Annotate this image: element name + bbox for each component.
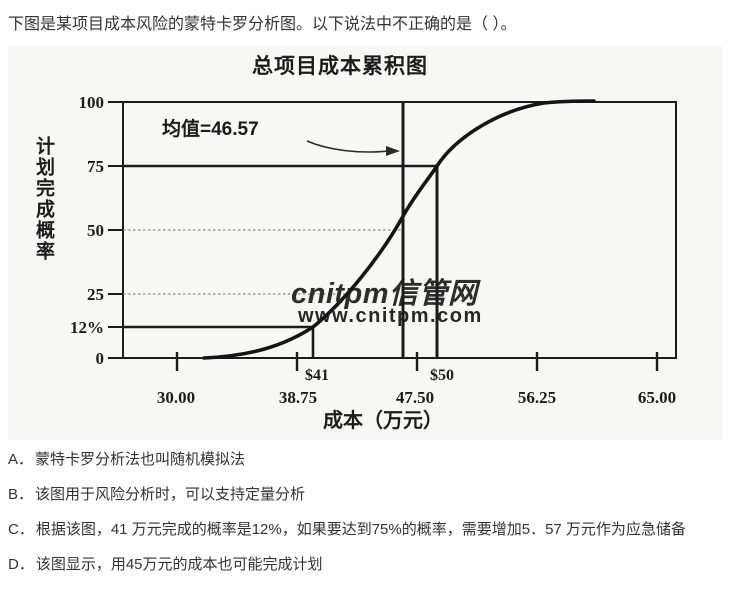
y-tick-75: 75 [87, 157, 104, 176]
question-text: 下图是某项目成本风险的蒙特卡罗分析图。以下说法中不正确的是（ ）。 [8, 16, 517, 33]
cost-41-label: $41 [305, 367, 329, 384]
option-a-text: 蒙特卡罗分析法也叫随机模拟法 [35, 451, 246, 468]
x-tick-56-25: 56.25 [518, 388, 556, 407]
option-d[interactable]: D． 该图显示，用45万元的成本也可能完成计划 [8, 555, 747, 575]
y-tick-50: 50 [87, 221, 104, 240]
y-tick-100: 100 [79, 93, 105, 112]
watermark-brand: cnitpm信管网 [291, 277, 481, 310]
x-axis-ticks [175, 352, 659, 371]
option-a[interactable]: A． 蒙特卡罗分析法也叫随机模拟法 [8, 450, 747, 470]
mean-arrow-shaft [306, 140, 389, 153]
option-c-label: C． [8, 521, 34, 538]
option-b-text: 该图用于风险分析时，可以支持定量分析 [35, 486, 306, 503]
y-tick-12pct: 12% [70, 318, 104, 337]
cost-50-label: $50 [430, 367, 454, 384]
y-tick-25: 25 [87, 285, 104, 304]
mean-annotation-label: 均值=46.57 [162, 117, 259, 140]
chart-canvas: 总项目成本累积图 100 75 50 25 12% 0 [8, 46, 722, 440]
x-tick-38-75: 38.75 [279, 388, 317, 407]
option-d-label: D． [8, 556, 34, 573]
y-axis-title: 计划完成概率 [33, 136, 54, 262]
option-d-text: 该图显示，用45万元的成本也可能完成计划 [35, 556, 323, 573]
answer-options: A． 蒙特卡罗分析法也叫随机模拟法 B． 该图用于风险分析时，可以支持定量分析 C．… [8, 450, 747, 590]
option-a-label: A． [8, 451, 34, 468]
option-c-text: 根据该图，41 万元完成的概率是12%，如果要达到75%的概率，需要增加5．57… [35, 521, 686, 538]
watermark-url: www.cnitpm.com [297, 305, 483, 327]
cumulative-cost-curve [202, 99, 596, 360]
option-b-label: B． [8, 486, 34, 503]
monte-carlo-chart: 总项目成本累积图 100 75 50 25 12% 0 [0, 40, 747, 445]
x-tick-65: 65.00 [638, 388, 676, 407]
chart-title: 总项目成本累积图 [252, 54, 428, 78]
x-tick-30: 30.00 [157, 388, 195, 407]
chart-image-background [8, 46, 722, 440]
y-axis-ticks [108, 101, 122, 359]
x-axis-title: 成本（万元） [323, 408, 443, 432]
y-tick-0: 0 [96, 349, 105, 368]
option-b[interactable]: B． 该图用于风险分析时，可以支持定量分析 [8, 485, 747, 505]
option-c[interactable]: C． 根据该图，41 万元完成的概率是12%，如果要达到75%的概率，需要增加5．… [8, 520, 747, 540]
x-tick-47-50: 47.50 [396, 388, 434, 407]
mean-arrow-head-icon [386, 146, 400, 156]
